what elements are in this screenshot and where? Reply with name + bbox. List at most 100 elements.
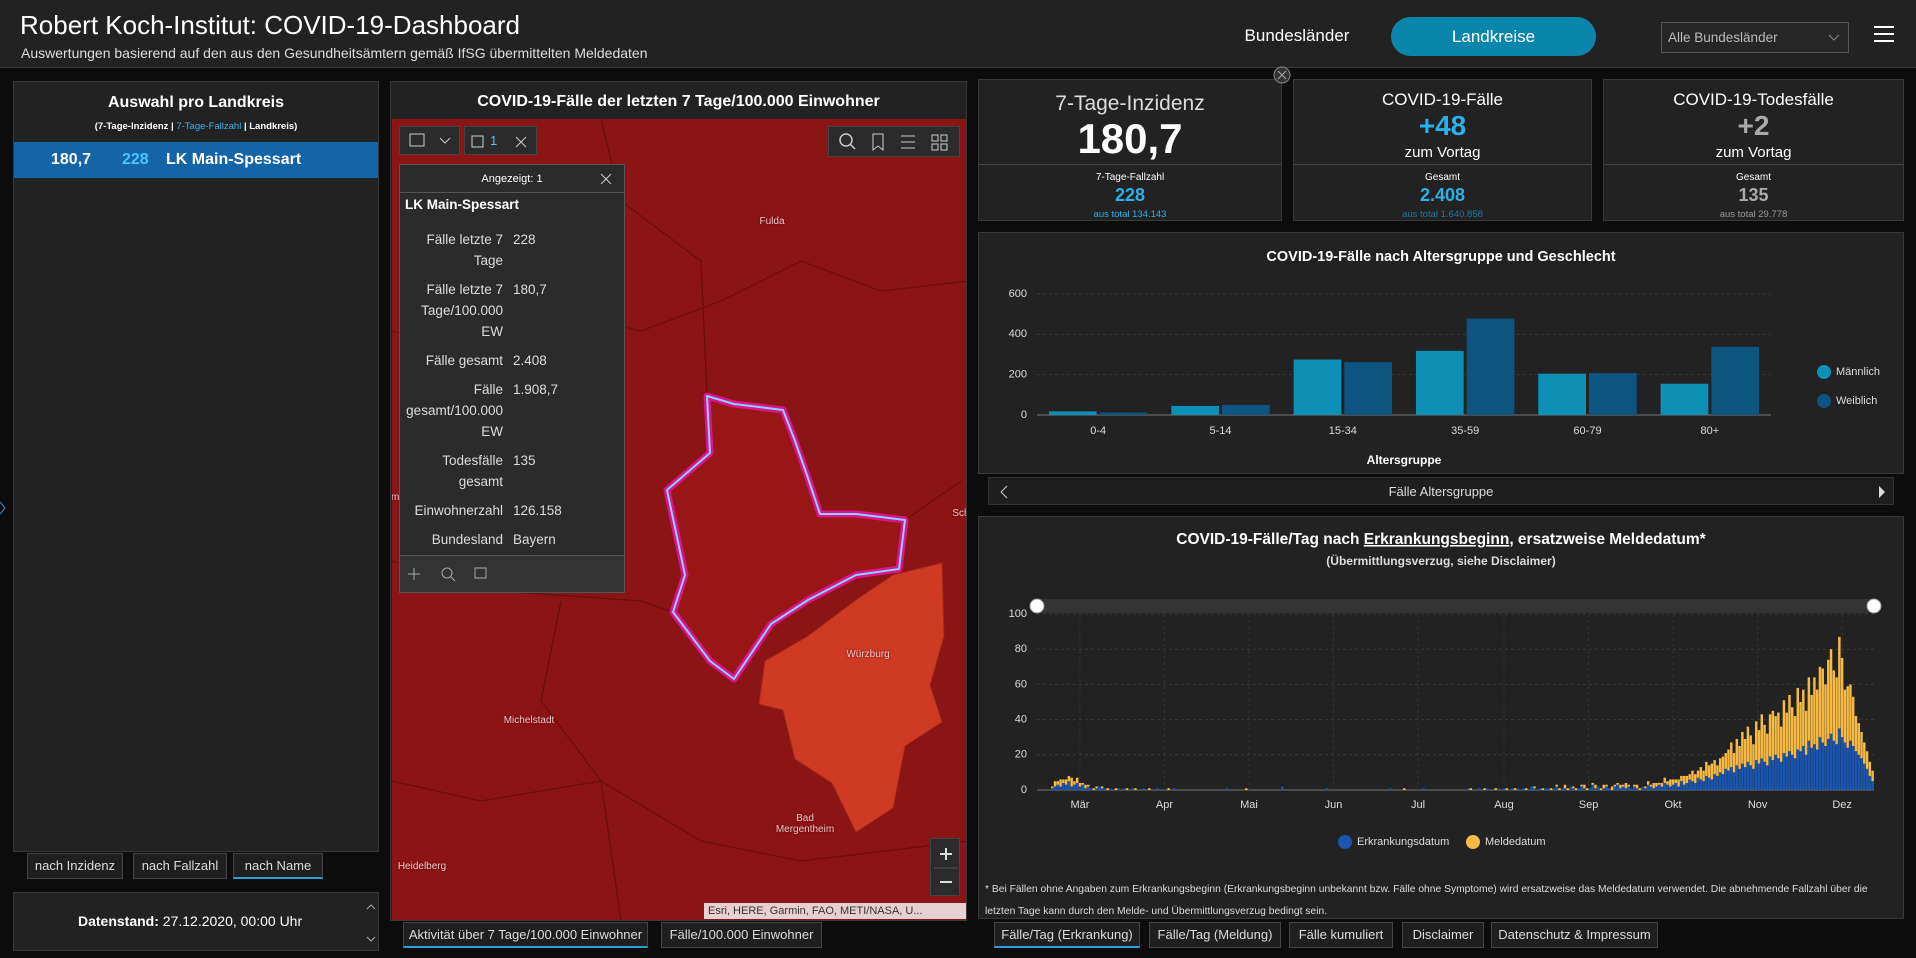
scroll-arrows[interactable] bbox=[366, 903, 376, 943]
map-tools[interactable] bbox=[828, 126, 960, 157]
bar-segment bbox=[1644, 788, 1647, 790]
chart-tab[interactable]: Disclaimer bbox=[1402, 922, 1484, 948]
slider-handle[interactable] bbox=[1029, 598, 1045, 614]
bar-segment bbox=[1538, 788, 1542, 790]
bar-segment bbox=[1832, 670, 1836, 741]
map-tab[interactable]: Fälle/100.000 Einwohner bbox=[661, 922, 822, 948]
list-panel: Auswahl pro Landkreis (7-Tage-Inzidenz |… bbox=[13, 81, 379, 852]
header-subtitle: Auswertungen basierend auf den aus den G… bbox=[21, 45, 648, 61]
kpi-divider bbox=[1604, 164, 1903, 165]
bar-segment bbox=[1691, 781, 1694, 790]
bar-segment bbox=[1727, 770, 1730, 790]
prev-arrow[interactable] bbox=[999, 485, 1009, 499]
bar-segment bbox=[1627, 784, 1630, 787]
side-toggle[interactable] bbox=[0, 500, 6, 516]
dropdown[interactable]: Alle Bundesländer bbox=[1661, 22, 1849, 53]
bar-segment bbox=[1671, 779, 1675, 785]
bar-segment bbox=[1602, 788, 1606, 790]
bar-segment bbox=[1563, 788, 1567, 790]
bar-segment bbox=[1777, 758, 1780, 790]
bar-segment bbox=[1865, 768, 1869, 790]
bar-segment bbox=[1782, 700, 1786, 754]
bar-segment bbox=[1868, 775, 1872, 790]
expand-icon[interactable] bbox=[1272, 65, 1292, 85]
bar-segment bbox=[1829, 733, 1833, 790]
nav-button[interactable]: Bundesländer bbox=[1244, 26, 1350, 45]
bar-segment bbox=[1078, 786, 1082, 790]
sort-tab[interactable]: nach Inzidenz bbox=[27, 853, 123, 879]
bar-segment bbox=[1583, 788, 1586, 790]
bar-segment bbox=[1846, 686, 1849, 748]
field-label: Bundesland bbox=[431, 532, 503, 547]
bar-segment bbox=[1646, 781, 1650, 785]
bar-segment bbox=[1749, 735, 1752, 766]
next-arrow[interactable] bbox=[1877, 485, 1887, 499]
chart-tab-active[interactable]: Fälle/Tag (Erkrankung) bbox=[994, 922, 1140, 948]
map-tab-active[interactable]: Aktivität über 7 Tage/100.000 Einwohner bbox=[403, 922, 648, 948]
bar-segment bbox=[1087, 784, 1090, 787]
bar-segment bbox=[1092, 788, 1096, 790]
bar-segment bbox=[1633, 786, 1636, 790]
sort-tab[interactable]: nach Fallzahl bbox=[133, 853, 227, 879]
popup-close[interactable] bbox=[600, 173, 612, 185]
bar-segment bbox=[1721, 756, 1725, 775]
bar-segment bbox=[1743, 767, 1747, 790]
bar-segment bbox=[1081, 784, 1084, 790]
bar-segment bbox=[1123, 788, 1126, 790]
range-slider[interactable] bbox=[1037, 599, 1874, 613]
bar-segment bbox=[1760, 714, 1763, 759]
bar-segment bbox=[1785, 756, 1788, 790]
bar-segment bbox=[1771, 760, 1775, 790]
map-label: Fulda bbox=[759, 216, 785, 227]
x-tick-label: Mär bbox=[1070, 799, 1089, 811]
bar-segment bbox=[1225, 788, 1229, 790]
kpi-total-value: 2.408 bbox=[1419, 185, 1466, 205]
bar-segment bbox=[1863, 742, 1866, 764]
bar-segment bbox=[1827, 738, 1830, 790]
x-tick-label: Jul bbox=[1411, 799, 1425, 811]
chart-tab[interactable]: Fälle kumuliert bbox=[1289, 922, 1393, 948]
selection-toolbar[interactable]: 1 bbox=[464, 126, 537, 155]
bar-segment bbox=[1840, 737, 1844, 790]
bar-segment bbox=[1838, 636, 1841, 729]
slider-handle[interactable] bbox=[1866, 598, 1882, 614]
bar-segment bbox=[1089, 788, 1093, 790]
bar-segment bbox=[1616, 784, 1619, 790]
bar-segment bbox=[1865, 751, 1869, 769]
age-selector[interactable]: Fälle Altersgruppe bbox=[988, 477, 1894, 505]
nav-button-active[interactable]: Landkreise bbox=[1391, 17, 1596, 56]
popup-actions[interactable] bbox=[400, 556, 500, 592]
bar-segment bbox=[1741, 731, 1744, 764]
kpi-card: COVID-19-Todesfälle +2 zum Vortag Gesamt… bbox=[1603, 79, 1904, 221]
map[interactable]: Fulda Würzburg Michelstadt Bad Mergenthe… bbox=[392, 119, 966, 920]
title-part: , ersatzweise Meldedatum* bbox=[1509, 531, 1706, 548]
zoom-control[interactable] bbox=[930, 838, 960, 896]
list-row[interactable]: 180,7 228 LK Main-Spessart bbox=[14, 142, 378, 178]
map-toolbar[interactable] bbox=[399, 126, 460, 155]
kpi-divider bbox=[979, 164, 1281, 165]
sort-tab-active[interactable]: nach Name bbox=[233, 853, 323, 879]
chart-tab[interactable]: Datenschutz & Impressum bbox=[1491, 922, 1658, 948]
bar-segment bbox=[1677, 786, 1680, 790]
bar-segment bbox=[1494, 788, 1497, 790]
field-value: 180,7 bbox=[513, 282, 547, 297]
chart-tab[interactable]: Fälle/Tag (Meldung) bbox=[1149, 922, 1281, 948]
menu-icon[interactable] bbox=[1874, 25, 1894, 43]
bar-segment bbox=[1810, 747, 1813, 790]
bar-segment bbox=[1649, 786, 1653, 790]
selection-count: 1 bbox=[490, 133, 498, 148]
bar-segment bbox=[1087, 786, 1090, 790]
bar-segment bbox=[1655, 786, 1658, 790]
row-name: LK Main-Spessart bbox=[166, 151, 302, 168]
bar-segment bbox=[1574, 788, 1578, 790]
x-tick-label: 35-59 bbox=[1451, 425, 1479, 437]
bar-segment bbox=[1533, 788, 1536, 790]
district-high[interactable] bbox=[758, 562, 945, 833]
bar-segment bbox=[1727, 749, 1730, 771]
bar-segment bbox=[1677, 779, 1680, 787]
bar bbox=[1344, 362, 1393, 415]
bar-segment bbox=[1857, 723, 1860, 755]
bar-segment bbox=[1608, 788, 1611, 790]
list-subtitle: (7-Tage-Inzidenz | 7-Tage-Fallzahl | Lan… bbox=[14, 121, 378, 132]
clear-icon[interactable] bbox=[514, 135, 528, 149]
